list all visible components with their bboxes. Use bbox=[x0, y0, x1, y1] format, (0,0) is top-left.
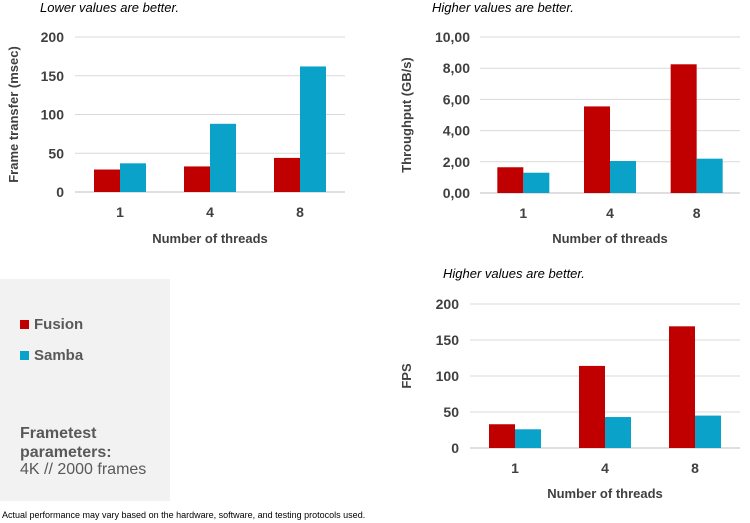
chart-2: 0,00 2,00 4,00 6,00 8,00 10,00 1 4 8 Number of th… bbox=[399, 29, 740, 246]
bar-fusion-8 bbox=[669, 326, 695, 448]
x-tick-label: 4 bbox=[601, 460, 609, 476]
bar-fusion-8 bbox=[274, 157, 300, 192]
y-tick-label: 50 bbox=[48, 145, 64, 161]
frametest-params-value: 4K // 2000 frames bbox=[20, 461, 147, 478]
x-tick-label: 4 bbox=[206, 204, 214, 220]
legend-item-samba: Samba bbox=[20, 345, 83, 365]
legend-swatch-samba bbox=[20, 350, 29, 360]
legend-swatch-fusion bbox=[20, 319, 29, 329]
bar-fusion-8 bbox=[670, 64, 697, 193]
legend-label-fusion: Fusion bbox=[34, 315, 84, 333]
x-axis-title: Number of threads bbox=[152, 231, 268, 246]
legend-label-samba: Samba bbox=[34, 346, 84, 364]
x-tick-label: 1 bbox=[519, 205, 527, 221]
bar-samba-4 bbox=[210, 123, 236, 192]
bar-fusion-4 bbox=[584, 106, 610, 193]
y-axis-title: Throughput (GB/s) bbox=[399, 57, 414, 173]
x-tick-label: 1 bbox=[511, 460, 519, 476]
y-tick-label: 10,00 bbox=[435, 29, 470, 45]
y-tick-label: 0 bbox=[451, 440, 459, 456]
y-tick-label: 0 bbox=[56, 184, 64, 200]
y-tick-label: 100 bbox=[41, 107, 65, 123]
x-tick-label: 8 bbox=[693, 205, 701, 221]
y-tick-label: 4,00 bbox=[443, 123, 470, 139]
y-tick-label: 6,00 bbox=[443, 91, 470, 107]
y-tick-label: 200 bbox=[436, 296, 460, 312]
x-tick-label: 8 bbox=[691, 460, 699, 476]
bar-samba-1 bbox=[120, 163, 146, 192]
bar-samba-8 bbox=[300, 66, 326, 192]
bar-fusion-4 bbox=[579, 365, 605, 448]
y-tick-label: 150 bbox=[436, 332, 460, 348]
y-tick-label: 50 bbox=[443, 404, 459, 420]
x-tick-label: 1 bbox=[116, 204, 124, 220]
bar-samba-8 bbox=[696, 158, 723, 193]
bar-samba-8 bbox=[695, 415, 721, 448]
y-axis-title: FPS bbox=[399, 363, 414, 389]
y-tick-label: 0,00 bbox=[443, 185, 470, 201]
x-tick-label: 8 bbox=[296, 204, 304, 220]
bar-samba-1 bbox=[515, 429, 541, 448]
chart-3: 0 50 100 150 200 1 4 8 Number of threads FPS bbox=[399, 296, 740, 501]
legend-panel: Fusion Samba Frametest parameters: 4K //… bbox=[0, 279, 170, 501]
bar-fusion-1 bbox=[489, 424, 515, 448]
y-tick-label: 8,00 bbox=[443, 60, 470, 76]
chart-2-note: Higher values are better. bbox=[432, 0, 574, 15]
bar-samba-1 bbox=[523, 172, 550, 193]
bar-fusion-1 bbox=[497, 167, 524, 193]
chart-1-note: Lower values are better. bbox=[40, 0, 179, 15]
bar-fusion-1 bbox=[94, 169, 120, 192]
x-axis-title: Number of threads bbox=[552, 231, 668, 246]
y-tick-label: 150 bbox=[41, 68, 65, 84]
frametest-params-title: Frametest parameters: bbox=[20, 425, 112, 461]
y-axis-title: Frame transfer (msec) bbox=[6, 46, 21, 183]
y-tick-label: 100 bbox=[436, 368, 460, 384]
chart-3-note: Higher values are better. bbox=[443, 266, 585, 281]
x-axis-title: Number of threads bbox=[547, 486, 663, 501]
x-tick-label: 4 bbox=[606, 205, 614, 221]
bar-samba-4 bbox=[610, 161, 636, 193]
bar-fusion-4 bbox=[184, 166, 210, 192]
disclaimer: Actual performance may vary based on the… bbox=[2, 510, 366, 520]
bar-samba-4 bbox=[605, 417, 631, 448]
legend-item-fusion: Fusion bbox=[20, 314, 83, 334]
y-tick-label: 2,00 bbox=[443, 154, 470, 170]
y-tick-label: 200 bbox=[41, 29, 65, 45]
chart-1: 0 50 100 150 200 1 4 8 Number of threads Frame tr… bbox=[6, 29, 345, 246]
